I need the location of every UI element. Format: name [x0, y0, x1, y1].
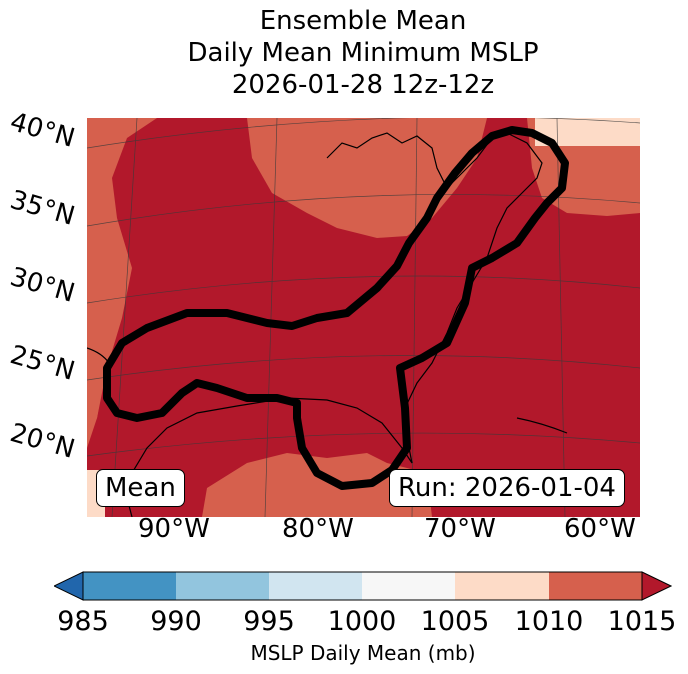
colorbar-bin-1000-1005	[362, 572, 455, 600]
run-date-box: Run: 2026-01-04	[389, 469, 625, 507]
colorbar-bin-985-990	[83, 572, 176, 600]
colorbar-tick-1000: 1000	[327, 606, 397, 637]
colorbar-extend-high	[641, 571, 672, 601]
colorbar-tick-985: 985	[57, 606, 109, 637]
colorbar-bin-1005-1010	[455, 572, 549, 600]
colorbar-label: MSLP Daily Mean (mb)	[250, 641, 476, 665]
colorbar-tick-1010: 1010	[514, 606, 584, 637]
title-line-3: 2026-01-28 12z-12z	[231, 70, 495, 100]
colorbar-bin-995-1000	[269, 572, 362, 600]
lon-label-70: 70°W	[424, 514, 496, 544]
title-line-2: Daily Mean Minimum MSLP	[187, 38, 539, 68]
colorbar	[54, 571, 672, 601]
colorbar-tick-995: 995	[243, 606, 295, 637]
contour-1000mb	[103, 126, 569, 490]
region-1005-1010-southwest	[87, 378, 102, 438]
colorbar-tick-990: 990	[150, 606, 202, 637]
colorbar-tick-1005: 1005	[420, 606, 490, 637]
graticule	[87, 118, 640, 517]
lat-label-20: 20°N	[6, 418, 79, 465]
colorbar-extend-low	[54, 571, 84, 601]
colorbar-tick-1015: 1015	[607, 606, 677, 637]
lat-label-40: 40°N	[6, 107, 79, 154]
colorbar-bin-990-995	[176, 572, 269, 600]
lat-label-25: 25°N	[6, 340, 79, 387]
colorbar-bin-1010-1015	[549, 572, 642, 600]
lon-label-80: 80°W	[282, 514, 354, 544]
lat-label-30: 30°N	[6, 262, 79, 309]
lon-label-60: 60°W	[564, 514, 636, 544]
title-line-1: Ensemble Mean	[259, 6, 467, 36]
mean-label-box: Mean	[96, 469, 185, 507]
lon-label-90: 90°W	[138, 514, 210, 544]
region-1005-1010-north	[247, 118, 487, 238]
lat-label-35: 35°N	[6, 185, 79, 232]
mslp-map	[87, 118, 640, 517]
